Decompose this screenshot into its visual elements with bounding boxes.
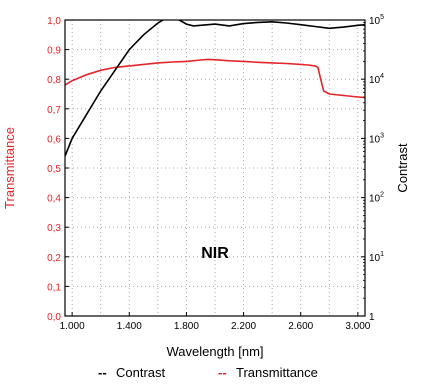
series-line-transmittance (65, 58, 365, 99)
y-left-tick-label-8: 0,8 (47, 75, 61, 86)
y-right-tick-label-1: 101 (369, 251, 384, 264)
y-right-tick-label-2: 102 (369, 192, 384, 205)
legend-label-contrast: Contrast (116, 365, 166, 380)
y-left-tick-label-10: 1,0 (47, 16, 61, 27)
legend-marker-contrast: -- (98, 365, 107, 380)
y-left-tick-label-7: 0,7 (47, 105, 61, 116)
y-axis-left-label: Transmittance (2, 127, 17, 209)
grid (65, 19, 365, 317)
x-tick-label-2: 1.800 (174, 321, 199, 332)
y-left-tick-label-0: 0,0 (47, 312, 61, 323)
y-right-tick-label-3: 103 (369, 132, 384, 145)
y-left-tick-label-2: 0,2 (47, 253, 61, 264)
y-right-tick-label-0: 1 (369, 312, 375, 323)
series-group (65, 20, 365, 157)
legend-label-transmittance: Transmittance (236, 365, 318, 380)
chart-annotation: NIR (201, 245, 229, 262)
y-left-tick-label-4: 0,4 (47, 194, 61, 205)
series-line-contrast (65, 20, 365, 157)
y-right-tick-label-4: 104 (369, 73, 384, 86)
y-left-tick-label-9: 0,9 (47, 46, 61, 57)
x-tick-label-1: 1.400 (117, 321, 142, 332)
ticks: 1.000 1.400 1.800 2.200 2.600 3.000 0,0 0,1 0,2 0… (47, 14, 384, 332)
x-tick-label-3: 2.200 (231, 321, 256, 332)
y-left-tick-label-3: 0,3 (47, 223, 61, 234)
y-axis-right-label: Contrast (395, 143, 410, 193)
legend-marker-transmittance: -- (218, 365, 227, 380)
legend: -- Contrast -- Transmittance (98, 365, 318, 380)
y-left-tick-label-6: 0,6 (47, 134, 61, 145)
y-right-tick-label-5: 105 (369, 14, 384, 27)
x-tick-label-0: 1.000 (60, 321, 85, 332)
y-left-tick-label-1: 0,1 (47, 282, 61, 293)
x-axis-label: Wavelength [nm] (166, 344, 263, 359)
y-left-tick-label-5: 0,5 (47, 164, 61, 175)
x-tick-label-4: 2.600 (288, 321, 313, 332)
x-tick-label-5: 3.000 (345, 321, 370, 332)
